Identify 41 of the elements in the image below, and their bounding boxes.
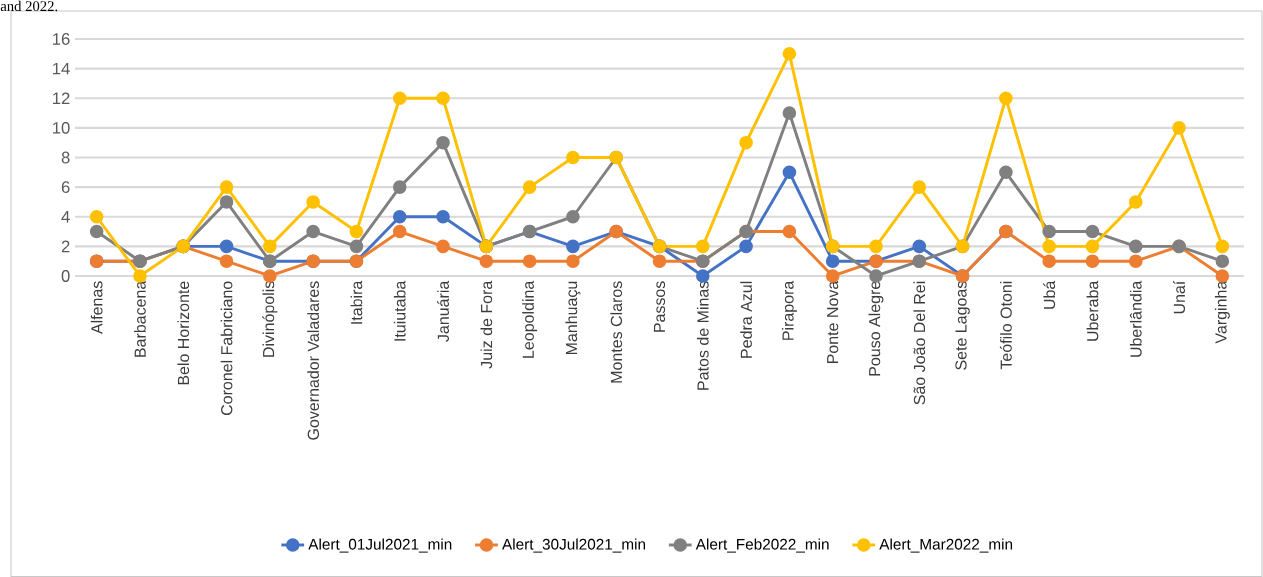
x-tick-label: Teófilo Otoni [999,281,1012,370]
x-tick-label: Itabira [350,280,363,324]
x-tick-label: Alfenas [90,281,103,335]
x-tick-label: Pedra Azul [740,281,752,358]
x-tick-label: Varginha [1214,280,1230,344]
y-tick-label: 8 [61,151,70,164]
x-tick-label: Passos [653,281,666,332]
x-tick-label: Divinópolis [262,281,278,357]
x-tick-label: Juiz de Fora [480,280,493,369]
y-tick-label: 14 [53,62,70,75]
legend-label: Alert_30Jul2021_min [502,538,646,553]
legend-label: Alert_01Jul2021_min [308,538,452,553]
x-tick-label: Montes Claros [610,281,623,383]
y-tick-label: 4 [61,211,70,223]
x-tick-label: Belo Horizonte [177,281,190,385]
x-tick-label: Unaí [1173,280,1186,314]
x-tick-label: São João Del Rei [913,281,926,405]
y-tick-label: 16 [53,33,70,45]
x-tick-label: Uberlândia [1129,280,1142,357]
y-tick-label: 10 [53,121,70,134]
x-tick-label: Pouso Alegre [868,281,884,376]
legend-label: Alert_Mar2022_min [879,538,1013,553]
x-tick-label: Manhuaçu [565,281,581,355]
x-tick-label: Januária [437,280,449,342]
y-tick-label: 0 [61,270,70,282]
x-tick-label: Ubá [1043,280,1056,309]
x-tick-label: Patos de Minas [696,281,709,390]
x-tick-label: Uberaba [1086,280,1099,341]
x-tick-label: Ituiutaba [393,280,406,341]
y-tick-label: 2 [61,240,70,253]
legend-label: Alert_Feb2022_min [695,538,829,553]
x-tick-label: Governador Valadares [307,281,319,440]
x-tick-label: Sete Lagoas [955,281,970,370]
x-tick-label: Barbacena [134,280,146,357]
x-tick-label: Leopoldina [522,280,538,358]
x-tick-label: Coronel Fabriciano [220,281,233,416]
y-tick-label: 6 [61,181,70,194]
x-tick-label: Ponte Nova [827,280,839,363]
text: and 2022. [0,0,58,12]
x-tick-label: Pirapora [781,280,797,340]
y-tick-label: 12 [53,92,70,105]
